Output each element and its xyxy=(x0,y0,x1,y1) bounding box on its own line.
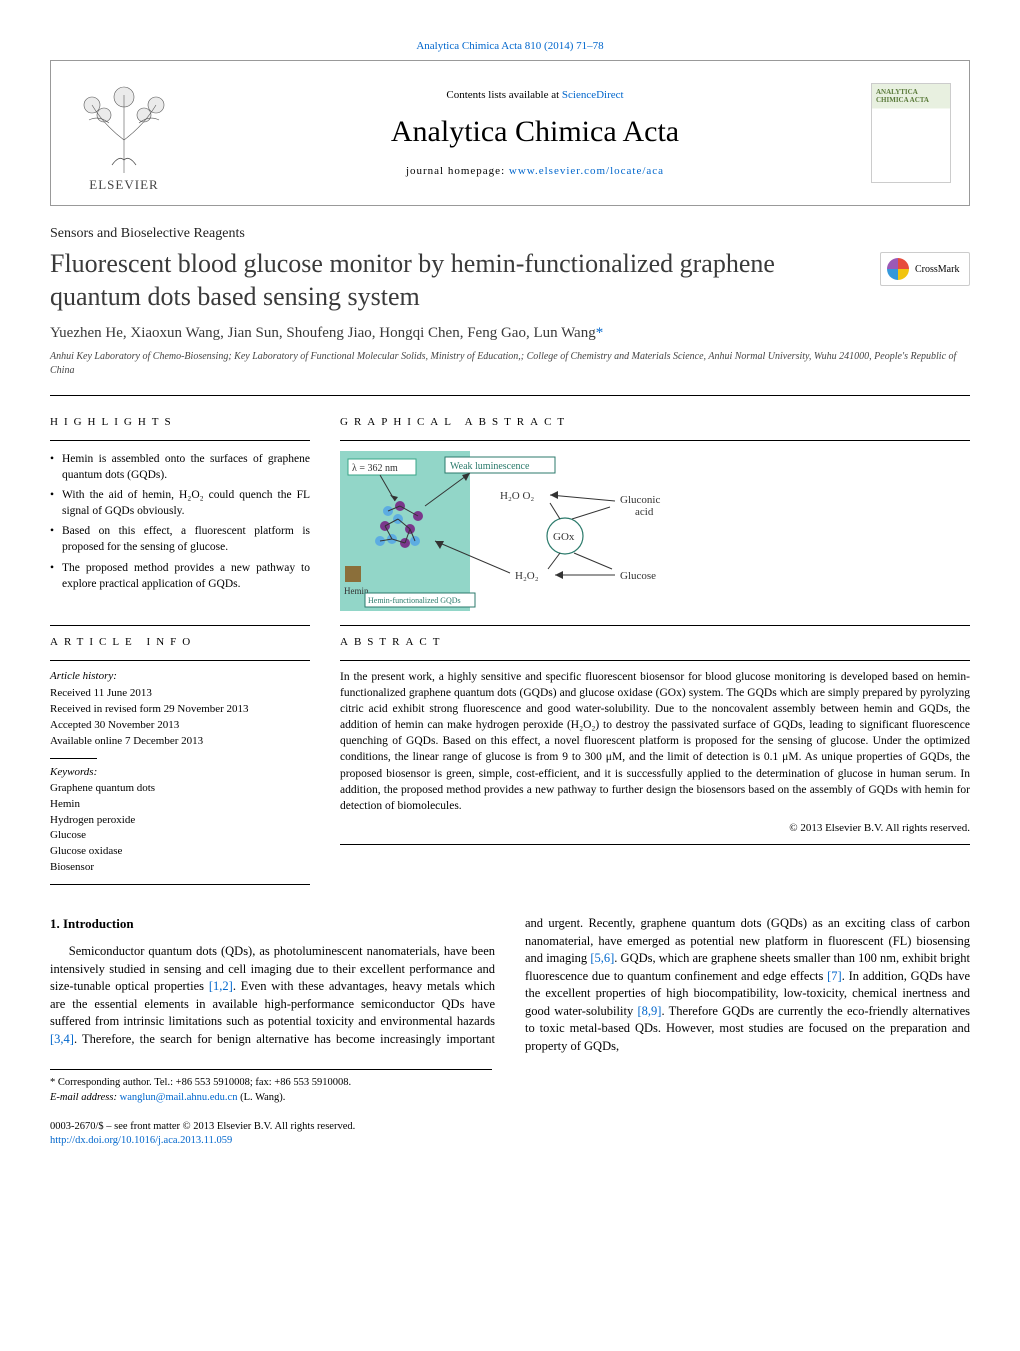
journal-reference-text[interactable]: Analytica Chimica Acta 810 (2014) 71–78 xyxy=(416,40,603,52)
elsevier-name: ELSEVIER xyxy=(89,177,158,193)
journal-cover-thumbnail: ANALYTICA CHIMICA ACTA xyxy=(871,83,951,183)
highlight-item: The proposed method provides a new pathw… xyxy=(50,560,310,592)
svg-text:acid: acid xyxy=(635,506,654,518)
email-label: E-mail address: xyxy=(50,1092,120,1103)
weak-lum-label: Weak luminescence xyxy=(450,461,530,472)
divider xyxy=(50,395,970,396)
ref-link[interactable]: [5,6] xyxy=(590,951,614,965)
gox-label: GOx xyxy=(553,531,575,543)
journal-header: ELSEVIER Contents lists available at Sci… xyxy=(50,60,970,206)
divider xyxy=(340,844,970,845)
homepage-prefix: journal homepage: xyxy=(406,165,509,177)
graphical-abstract-figure: λ = 362 nm Hemin Hemin-functionalized GQ… xyxy=(340,451,700,611)
body-columns: 1. Introduction Semiconductor quantum do… xyxy=(50,915,970,1055)
divider xyxy=(50,440,310,441)
highlights-list: Hemin is assembled onto the surfaces of … xyxy=(50,451,310,592)
crossmark-badge[interactable]: CrossMark xyxy=(880,252,970,286)
divider xyxy=(340,625,970,626)
divider xyxy=(50,625,310,626)
divider xyxy=(340,660,970,661)
article-history-head: Article history: xyxy=(50,669,310,685)
keyword: Graphene quantum dots xyxy=(50,781,310,797)
header-center: Contents lists available at ScienceDirec… xyxy=(199,89,871,177)
highlight-item: With the aid of hemin, H₂O₂ could quench… xyxy=(50,487,310,519)
intro-paragraph-1: Semiconductor quantum dots (QDs), as pho… xyxy=(50,915,970,1055)
journal-title: Analytica Chimica Acta xyxy=(199,115,871,149)
journal-reference: Analytica Chimica Acta 810 (2014) 71–78 xyxy=(50,40,970,52)
ref-link[interactable]: [7] xyxy=(827,969,842,983)
crossmark-icon xyxy=(887,258,909,280)
author-email-link[interactable]: wanglun@mail.ahnu.edu.cn xyxy=(120,1092,238,1103)
sciencedirect-link[interactable]: ScienceDirect xyxy=(562,89,624,101)
abstract-text: In the present work, a highly sensitive … xyxy=(340,669,970,814)
h2o-o2-label: H₂O O₂ xyxy=(500,490,534,502)
affiliation: Anhui Key Laboratory of Chemo-Biosensing… xyxy=(50,350,970,377)
introduction-heading: 1. Introduction xyxy=(50,915,495,933)
highlights-heading: HIGHLIGHTS xyxy=(50,416,310,428)
lambda-label: λ = 362 nm xyxy=(352,463,398,474)
abstract-column: ABSTRACT In the present work, a highly s… xyxy=(340,625,970,876)
graphical-abstract-heading: GRAPHICAL ABSTRACT xyxy=(340,416,970,428)
ref-link[interactable]: [8,9] xyxy=(638,1004,662,1018)
article-info-column: ARTICLE INFO Article history: Received 1… xyxy=(50,625,310,876)
elsevier-tree-icon xyxy=(74,85,174,175)
corresponding-mark: * xyxy=(596,325,604,341)
h2o2-label: H₂O₂ xyxy=(515,570,539,582)
homepage-link[interactable]: www.elsevier.com/locate/aca xyxy=(509,165,664,177)
accepted-date: Accepted 30 November 2013 xyxy=(50,718,310,734)
article-section-label: Sensors and Bioselective Reagents xyxy=(50,226,970,242)
keyword: Glucose oxidase xyxy=(50,844,310,860)
authors-line: Yuezhen He, Xiaoxun Wang, Jian Sun, Shou… xyxy=(50,325,970,342)
highlights-column: HIGHLIGHTS Hemin is assembled onto the s… xyxy=(50,406,310,611)
divider xyxy=(50,660,310,661)
received-date: Received 11 June 2013 xyxy=(50,686,310,702)
article-info-block: Article history: Received 11 June 2013 R… xyxy=(50,669,310,876)
issn-line: 0003-2670/$ – see front matter © 2013 El… xyxy=(50,1120,970,1135)
keyword: Hydrogen peroxide xyxy=(50,813,310,829)
cover-title: ANALYTICA CHIMICA ACTA xyxy=(876,88,946,104)
crossmark-label: CrossMark xyxy=(915,264,959,275)
divider xyxy=(340,440,970,441)
revised-date: Received in revised form 29 November 201… xyxy=(50,702,310,718)
highlight-item: Hemin is assembled onto the surfaces of … xyxy=(50,451,310,483)
copyright-line: © 2013 Elsevier B.V. All rights reserved… xyxy=(340,822,970,834)
footnote-block: * Corresponding author. Tel.: +86 553 59… xyxy=(50,1069,492,1105)
article-info-heading: ARTICLE INFO xyxy=(50,636,310,648)
keyword: Biosensor xyxy=(50,860,310,876)
keyword: Hemin xyxy=(50,797,310,813)
elsevier-logo: ELSEVIER xyxy=(69,73,179,193)
authors-text: Yuezhen He, Xiaoxun Wang, Jian Sun, Shou… xyxy=(50,325,596,341)
email-suffix: (L. Wang). xyxy=(237,1092,285,1103)
ref-link[interactable]: [1,2] xyxy=(209,979,233,993)
gqd-caption: Hemin-functionalized GQDs xyxy=(368,596,461,605)
keyword: Glucose xyxy=(50,828,310,844)
highlight-item: Based on this effect, a fluorescent plat… xyxy=(50,523,310,555)
keywords-head: Keywords: xyxy=(50,758,97,781)
bottom-meta: 0003-2670/$ – see front matter © 2013 El… xyxy=(50,1120,970,1149)
corresponding-author-note: * Corresponding author. Tel.: +86 553 59… xyxy=(50,1076,492,1091)
ref-link[interactable]: [3,4] xyxy=(50,1032,74,1046)
doi-link[interactable]: http://dx.doi.org/10.1016/j.aca.2013.11.… xyxy=(50,1135,232,1146)
online-date: Available online 7 December 2013 xyxy=(50,734,310,750)
contents-line: Contents lists available at ScienceDirec… xyxy=(199,89,871,101)
contents-prefix: Contents lists available at xyxy=(446,89,561,101)
article-title: Fluorescent blood glucose monitor by hem… xyxy=(50,248,868,313)
graphical-abstract-column: GRAPHICAL ABSTRACT xyxy=(340,406,970,611)
glucose-label: Glucose xyxy=(620,570,656,582)
gluconic-label: Gluconic xyxy=(620,494,660,506)
homepage-line: journal homepage: www.elsevier.com/locat… xyxy=(199,165,871,177)
abstract-heading: ABSTRACT xyxy=(340,636,970,648)
